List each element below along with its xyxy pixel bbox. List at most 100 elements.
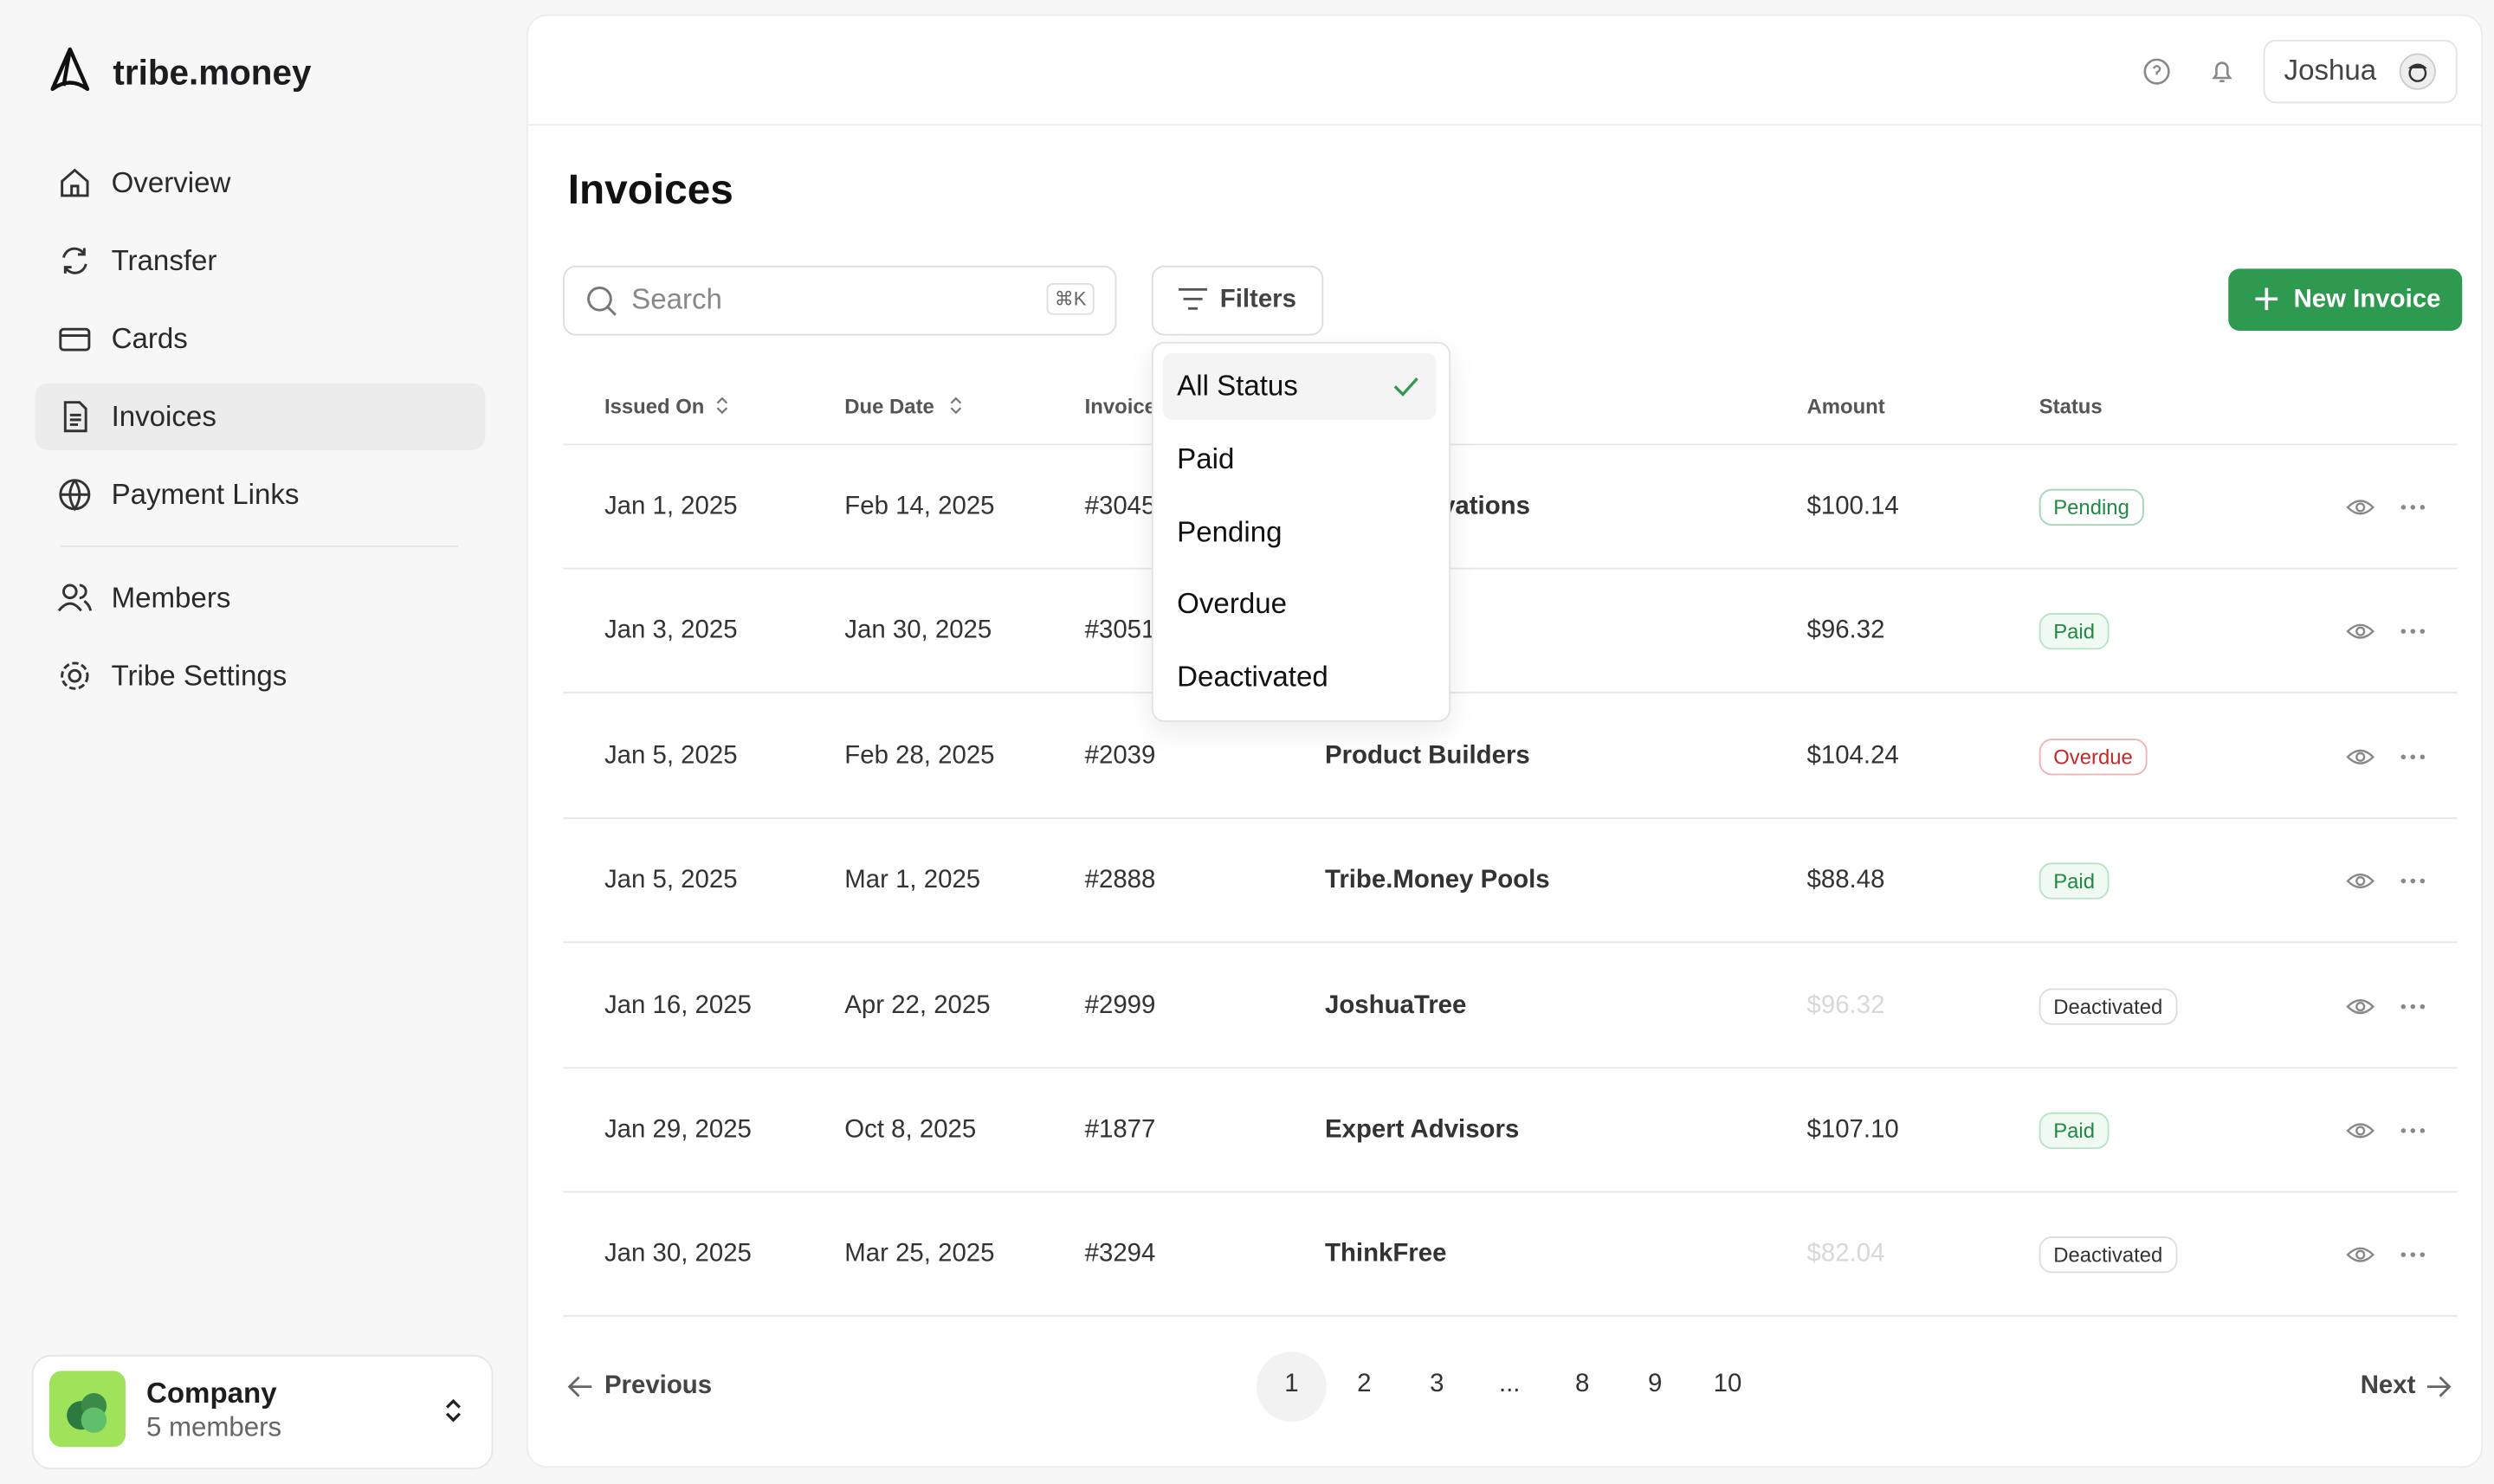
status-badge: Overdue: [2038, 738, 2148, 776]
column-header[interactable]: Issued On: [604, 394, 705, 419]
invoice-number: #3294: [1084, 1241, 1156, 1268]
user-avatar: [2399, 53, 2436, 90]
arrow-right: [2426, 1376, 2452, 1397]
nav-item[interactable]: Tribe Settings: [111, 660, 288, 692]
row-divider: [563, 1190, 2458, 1193]
amount: $88.48: [1806, 867, 1885, 894]
bell-icon[interactable]: [2206, 55, 2239, 87]
client-name: ThinkFree: [1324, 1241, 1447, 1268]
filter-option[interactable]: Overdue: [1177, 588, 1288, 621]
brand: tribe.money: [113, 52, 312, 93]
help-icon[interactable]: [2141, 55, 2173, 87]
more-icon[interactable]: [2399, 1001, 2427, 1010]
view-icon[interactable]: [2346, 1242, 2375, 1268]
filter-option[interactable]: Pending: [1177, 515, 1283, 548]
main-card: [527, 16, 2482, 1467]
invoice-number: #3045: [1084, 493, 1156, 520]
row-divider: [563, 692, 2458, 694]
sort-icon: [950, 397, 962, 415]
nav-icon: [61, 168, 89, 197]
sort-icon: [716, 397, 728, 415]
next-link[interactable]: Next: [2360, 1372, 2416, 1400]
column-header: Status: [2038, 394, 2103, 419]
filters-label: Filters: [1219, 286, 1296, 313]
due-date: Jan 30, 2025: [844, 617, 992, 645]
issued-date: Jan 1, 2025: [604, 493, 738, 520]
invoice-number: #2039: [1084, 742, 1156, 770]
nav-item[interactable]: Cards: [111, 322, 188, 355]
filter-option[interactable]: Deactivated: [1177, 661, 1328, 694]
more-icon[interactable]: [2399, 1250, 2427, 1260]
page-number[interactable]: 3: [1430, 1371, 1444, 1398]
amount: $82.04: [1806, 1241, 1885, 1268]
page-number[interactable]: 8: [1574, 1371, 1590, 1398]
client-name: Expert Advisors: [1324, 1116, 1520, 1144]
nav-icon: [62, 247, 87, 274]
view-icon[interactable]: [2346, 619, 2375, 644]
page-number[interactable]: 2: [1357, 1371, 1372, 1398]
view-icon[interactable]: [2346, 868, 2375, 894]
search-box[interactable]: [563, 265, 1117, 336]
due-date: Feb 14, 2025: [844, 493, 995, 520]
nav-item[interactable]: Invoices: [111, 400, 216, 433]
more-icon[interactable]: [2399, 1126, 2427, 1135]
due-date: Mar 1, 2025: [844, 867, 981, 894]
previous-link[interactable]: Previous: [604, 1372, 713, 1400]
more-icon[interactable]: [2399, 876, 2427, 886]
logo-icon: [50, 47, 90, 92]
nav-icon: [57, 584, 93, 612]
header-divider: [563, 443, 2458, 446]
nav-item[interactable]: Payment Links: [111, 478, 300, 511]
new-invoice-label: New Invoice: [2293, 286, 2441, 313]
column-header[interactable]: Due Date: [844, 394, 934, 419]
column-header: Invoice: [1084, 394, 1156, 419]
issued-date: Jan 29, 2025: [604, 1116, 752, 1144]
selected-option-bg: [1162, 352, 1437, 420]
more-icon[interactable]: [2399, 502, 2427, 512]
nav-item[interactable]: Members: [111, 582, 231, 614]
page-number[interactable]: 1: [1284, 1371, 1299, 1398]
more-icon[interactable]: [2399, 627, 2427, 636]
nav-icon: [61, 661, 89, 690]
status-badge: Deactivated: [2038, 1236, 2177, 1274]
header-divider: [527, 124, 2482, 126]
filters-button[interactable]: [1151, 265, 1324, 336]
row-divider: [563, 1315, 2458, 1318]
search-icon: [587, 286, 617, 316]
amount: $96.32: [1806, 991, 1885, 1019]
user-menu[interactable]: [2263, 39, 2458, 104]
filter-option[interactable]: All Status: [1177, 370, 1298, 402]
issued-date: Jan 5, 2025: [604, 867, 738, 894]
row-divider: [563, 941, 2458, 944]
page-number[interactable]: ...: [1498, 1371, 1521, 1398]
more-icon[interactable]: [2399, 752, 2427, 761]
view-icon[interactable]: [2346, 993, 2375, 1018]
page-title: Invoices: [567, 165, 733, 214]
due-date: Oct 8, 2025: [844, 1116, 977, 1144]
user-name: Joshua: [2284, 54, 2377, 87]
status-badge: Pending: [2038, 488, 2144, 526]
plus-icon: [2255, 287, 2278, 311]
amount: $107.10: [1806, 1116, 1899, 1144]
invoice-number: #1877: [1084, 1116, 1156, 1144]
client-name: Tribe.Money Pools: [1324, 867, 1550, 894]
view-icon[interactable]: [2346, 1118, 2375, 1143]
invoice-number: #3051: [1084, 617, 1156, 645]
due-date: Feb 28, 2025: [844, 742, 995, 770]
nav-icon: [63, 401, 87, 433]
nav-item[interactable]: Overview: [111, 166, 231, 199]
view-icon[interactable]: [2346, 494, 2375, 519]
page-number[interactable]: 9: [1647, 1371, 1663, 1398]
filter-option[interactable]: Paid: [1177, 442, 1235, 474]
issued-date: Jan 5, 2025: [604, 742, 738, 770]
current-page-bg: [1257, 1352, 1327, 1423]
client-name: Product Builders: [1324, 742, 1530, 770]
view-icon[interactable]: [2346, 744, 2375, 769]
nav-item[interactable]: Transfer: [111, 244, 217, 277]
page-number[interactable]: 10: [1713, 1371, 1742, 1398]
issued-date: Jan 16, 2025: [604, 991, 752, 1019]
arrow-left: [567, 1376, 592, 1397]
search-shortcut: ⌘K: [1046, 282, 1095, 315]
